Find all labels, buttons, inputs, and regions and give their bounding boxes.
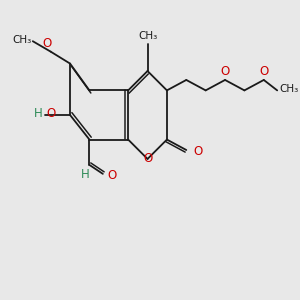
Text: O: O [107,169,116,182]
Text: O: O [220,64,230,77]
Text: O: O [46,107,56,120]
Text: CH₃: CH₃ [138,31,157,41]
Text: H: H [81,168,89,181]
Text: O: O [43,37,52,50]
Text: O: O [193,145,202,158]
Text: O: O [259,64,268,77]
Text: O: O [143,152,152,165]
Text: H: H [34,107,43,120]
Text: CH₃: CH₃ [13,35,32,45]
Text: CH₃: CH₃ [280,84,299,94]
